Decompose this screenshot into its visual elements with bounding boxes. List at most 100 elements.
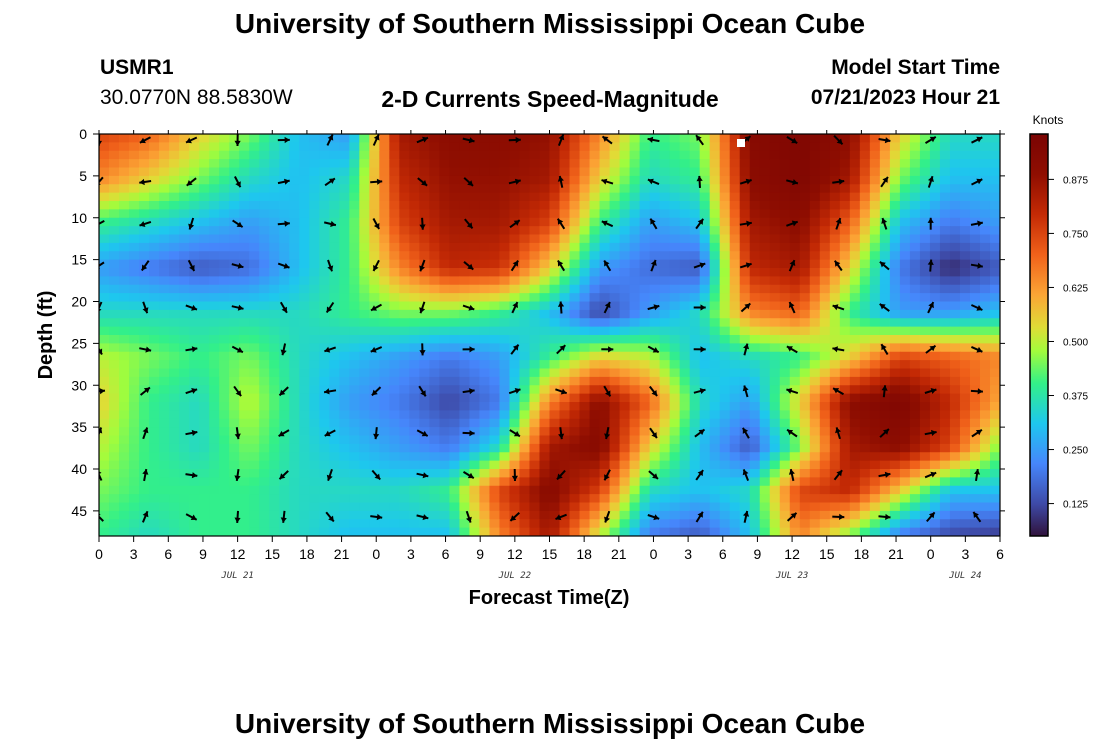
heat-cell [699,326,711,336]
heat-cell [549,510,561,520]
heat-cell [829,201,841,210]
current-arrow [509,512,520,522]
heat-cell [899,477,911,487]
heat-cell [509,184,521,194]
heat-cell [579,276,591,286]
heat-cell [529,175,541,185]
heat-cell [519,360,531,370]
heat-cell [269,343,280,353]
heat-cell [249,477,260,487]
current-arrow [878,137,891,144]
heat-cell [419,242,430,252]
heat-cell [989,443,1000,453]
heat-cell [659,527,671,536]
heat-cell [189,460,200,470]
heat-cell [599,393,611,403]
heat-cell [479,217,491,227]
heat-cell [369,301,380,311]
heat-cell [819,259,831,269]
heat-cell [759,418,771,428]
heat-cell [669,201,681,210]
current-arrow [326,468,333,482]
heat-cell [389,335,400,344]
heat-cell [299,418,310,428]
heat-cell [169,134,180,143]
heat-cell [959,318,971,328]
heat-cell [559,159,571,169]
heat-cell [799,217,811,227]
current-arrow [739,178,752,185]
heat-cell [429,259,440,269]
heat-cell [169,301,180,311]
heat-cell [629,385,641,395]
heat-cell [189,376,200,386]
heat-cell [969,259,981,269]
colorbar [1029,133,1049,537]
heat-cell [209,368,220,378]
heat-cell [419,360,430,370]
heat-cell [709,167,721,177]
heat-cell [399,284,410,294]
heat-cell [799,192,811,202]
heat-cell [689,435,701,445]
heat-cell [139,293,150,303]
heat-cell [919,142,931,152]
heat-cell [609,402,621,411]
heat-cell [699,494,711,504]
heat-cell [869,309,881,319]
heat-cell [329,393,340,403]
heat-cell [659,494,671,504]
heat-cell [989,309,1000,319]
heat-cell [599,268,611,277]
heat-cell [399,259,410,269]
heat-cell [749,276,761,286]
heat-cell [839,385,851,395]
heat-cell [899,510,911,520]
heat-cell [319,301,330,311]
heat-cell [489,159,501,169]
heat-cell [689,309,701,319]
heat-cell [809,527,821,536]
heat-cell [409,301,420,311]
heat-cell [719,293,731,303]
heat-cell [349,351,360,361]
heat-cell [849,184,861,194]
heat-cell [319,385,330,395]
heat-cell [649,360,661,370]
heat-cell [939,184,951,194]
heat-cell [619,217,631,227]
heat-cell [339,234,350,244]
heat-cell [209,284,220,294]
heat-cell [109,326,120,336]
heat-cell [209,385,220,395]
heat-cell [739,251,751,261]
heat-cell [859,134,871,143]
heat-cell [649,502,661,512]
heat-cell [819,201,831,210]
heat-cell [929,284,941,294]
heat-cell [729,192,741,202]
heat-cell [959,242,971,252]
heat-cell [169,234,180,244]
heat-cell [209,217,220,227]
heat-cell [929,410,941,420]
heat-cell [759,159,771,169]
heat-cell [179,234,190,244]
heat-cell [339,209,350,219]
heat-cell [599,410,611,420]
heat-cell [779,343,791,353]
heat-cell [379,301,390,311]
heat-cell [409,167,420,177]
heat-cell [609,226,621,236]
heat-cell [129,502,140,512]
heat-cell [99,427,110,437]
heat-cell [469,477,481,487]
heat-cell [609,494,621,504]
heat-cell [269,460,280,470]
heat-cell [859,268,871,277]
heat-cell [729,184,741,194]
heat-cell [449,393,460,403]
heat-cell [989,477,1000,487]
heat-cell [269,452,280,462]
heat-cell [859,351,871,361]
